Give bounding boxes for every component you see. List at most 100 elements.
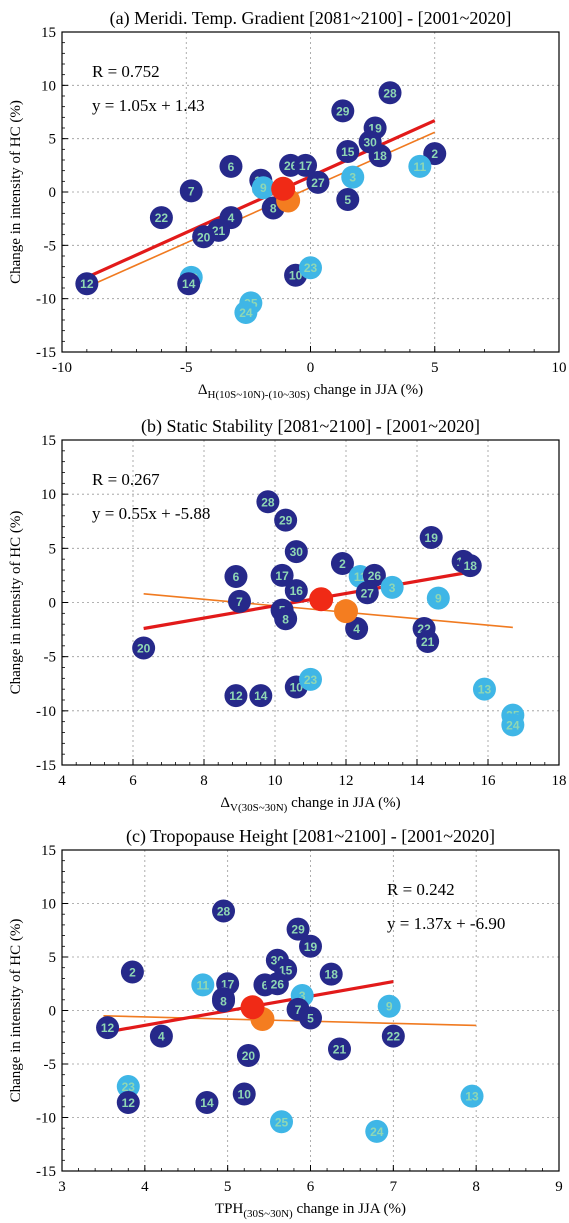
data-point-label: 19 bbox=[304, 940, 318, 954]
data-point bbox=[219, 154, 243, 178]
data-point-label: 6 bbox=[233, 570, 240, 584]
plot-frame bbox=[61, 849, 560, 1172]
data-point-label: 6 bbox=[228, 160, 235, 174]
data-point bbox=[416, 630, 440, 653]
data-point-label: 6 bbox=[262, 978, 269, 992]
data-point-label: 26 bbox=[271, 977, 285, 991]
data-point-label: 25 bbox=[275, 1115, 289, 1129]
y-tick-label: 10 bbox=[41, 897, 56, 913]
x-tick-label: 8 bbox=[200, 773, 208, 789]
data-point-label: 24 bbox=[506, 718, 520, 732]
data-point bbox=[299, 667, 322, 691]
data-point bbox=[365, 1119, 389, 1143]
data-point-label: 9 bbox=[260, 181, 267, 195]
data-point bbox=[336, 187, 360, 211]
data-point bbox=[368, 144, 392, 168]
x-tick-label: 6 bbox=[129, 773, 137, 789]
data-point bbox=[501, 713, 525, 737]
data-point-label: 21 bbox=[333, 1043, 347, 1057]
y-tick-label: 5 bbox=[49, 132, 57, 148]
data-point bbox=[426, 586, 450, 610]
data-point-label: 8 bbox=[220, 994, 227, 1008]
data-point bbox=[274, 508, 298, 532]
x-tick-label: -10 bbox=[52, 360, 72, 376]
data-point bbox=[460, 1084, 484, 1108]
y-tick-label: 5 bbox=[49, 950, 57, 966]
data-point-label: 14 bbox=[182, 277, 196, 291]
y-tick-label: -10 bbox=[36, 1111, 56, 1127]
x-axis-label: ΔH(10S~10N)-(10~30S) change in JJA (%) bbox=[198, 382, 423, 401]
data-point bbox=[224, 565, 248, 588]
data-point bbox=[265, 972, 289, 996]
data-point bbox=[284, 540, 308, 564]
data-point bbox=[331, 99, 355, 123]
x-tick-label: 7 bbox=[390, 1179, 398, 1195]
data-point-label: 24 bbox=[370, 1125, 384, 1139]
data-point-label: 23 bbox=[122, 1080, 136, 1094]
data-point-label: 7 bbox=[188, 184, 195, 198]
x-tick-label: 5 bbox=[224, 1179, 232, 1195]
data-point bbox=[249, 684, 273, 708]
data-point bbox=[327, 1037, 351, 1061]
chart-title: (b) Static Stability [2081~2100] - [2001… bbox=[141, 416, 480, 437]
data-point-label: 5 bbox=[344, 193, 351, 207]
data-point bbox=[355, 581, 379, 605]
x-tick-label: 16 bbox=[481, 773, 497, 789]
y-tick-label: 0 bbox=[49, 185, 57, 201]
data-point-label: 18 bbox=[325, 968, 339, 982]
data-point bbox=[212, 989, 236, 1013]
y-tick-label: -5 bbox=[44, 238, 57, 254]
data-point-label: 21 bbox=[212, 224, 226, 238]
data-point bbox=[330, 552, 354, 575]
data-point bbox=[381, 1024, 405, 1048]
stat-annotation: R = 0.267 bbox=[92, 470, 160, 489]
data-point-label: 12 bbox=[229, 689, 243, 703]
data-point-label: 23 bbox=[304, 261, 318, 275]
data-point-label: 12 bbox=[80, 277, 94, 291]
data-point-label: 22 bbox=[387, 1030, 401, 1044]
y-tick-label: 5 bbox=[49, 541, 57, 557]
data-point-label: 12 bbox=[101, 1021, 115, 1035]
fit-line-orange bbox=[143, 593, 513, 629]
data-point-label: 27 bbox=[311, 176, 325, 190]
data-point bbox=[212, 899, 236, 923]
panel-b: (b) Static Stability [2081~2100] - [2001… bbox=[8, 416, 567, 814]
x-tick-label: 10 bbox=[268, 773, 283, 789]
panel-a: (a) Meridi. Temp. Gradient [2081~2100] -… bbox=[8, 8, 567, 401]
y-tick-label: -10 bbox=[36, 292, 56, 308]
mean-point-red bbox=[271, 176, 296, 201]
data-point-label: 10 bbox=[238, 1087, 252, 1101]
y-tick-label: 15 bbox=[41, 25, 56, 41]
fit-line-orange bbox=[103, 1015, 477, 1027]
data-point-label: 11 bbox=[413, 160, 426, 174]
data-point bbox=[192, 225, 216, 249]
data-point bbox=[149, 206, 173, 230]
y-tick-label: -5 bbox=[44, 650, 57, 666]
y-tick-label: -15 bbox=[36, 345, 56, 361]
data-point-label: 17 bbox=[299, 159, 313, 173]
x-axis-label-main: Δ bbox=[198, 382, 208, 398]
mean-point-red bbox=[240, 995, 265, 1020]
data-point-label: 7 bbox=[236, 595, 243, 609]
data-point bbox=[294, 153, 318, 177]
stat-annotation: R = 0.752 bbox=[92, 62, 160, 81]
data-point bbox=[377, 994, 401, 1018]
data-point bbox=[75, 272, 99, 296]
x-axis-label-main: Δ bbox=[220, 795, 230, 811]
data-point bbox=[380, 575, 404, 599]
y-tick-label: 0 bbox=[49, 596, 57, 612]
data-point bbox=[149, 1024, 173, 1048]
data-point-label: 7 bbox=[295, 1003, 302, 1017]
y-tick-label: -10 bbox=[36, 704, 56, 720]
data-point bbox=[96, 1016, 120, 1040]
x-axis-label-subscript: H(10S~10N)-(10~30S) bbox=[208, 389, 311, 401]
data-point-label: 12 bbox=[122, 1096, 136, 1110]
data-point-label: 30 bbox=[290, 545, 304, 559]
x-tick-label: 5 bbox=[431, 360, 439, 376]
data-point bbox=[270, 1110, 294, 1134]
data-point bbox=[195, 1091, 219, 1115]
stat-annotation: R = 0.242 bbox=[387, 880, 455, 899]
data-point-label: 10 bbox=[290, 681, 304, 695]
data-point-label: 23 bbox=[304, 673, 318, 687]
data-point bbox=[408, 154, 432, 178]
